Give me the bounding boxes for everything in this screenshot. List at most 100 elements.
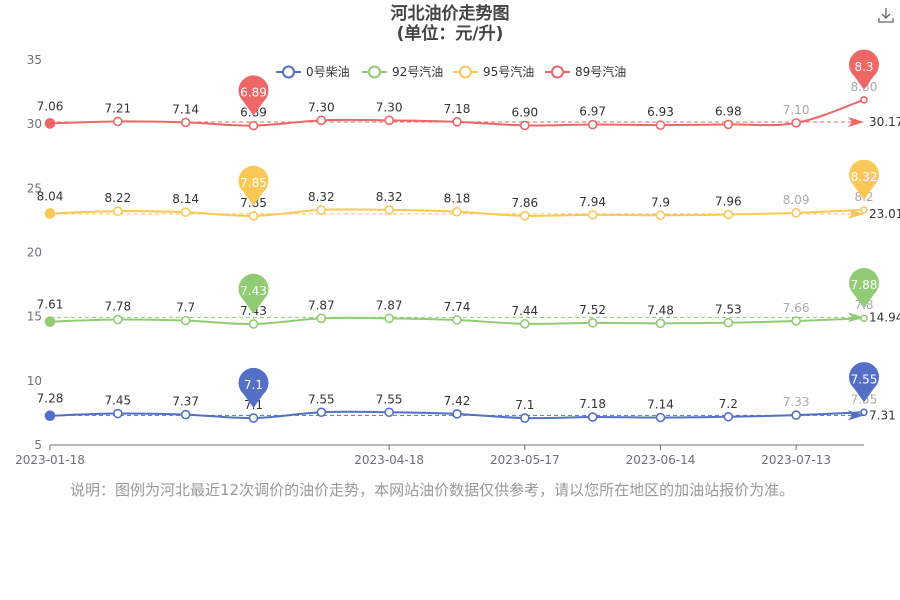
data-label: 7.96 <box>715 195 742 209</box>
y-tick-label: 25 <box>27 181 42 195</box>
data-point <box>248 413 259 423</box>
data-label: 7.9 <box>651 195 670 209</box>
series-layer: 7.31 14.94 23.01 30.17 <box>44 95 900 423</box>
data-point <box>384 205 394 215</box>
data-point <box>248 319 259 329</box>
data-point <box>180 409 191 420</box>
pin-shape <box>238 75 269 116</box>
average-label: 7.31 <box>869 408 896 422</box>
chart-subtitle: (单位：元/升) <box>396 24 504 44</box>
pins-layer: 7.1 7.55 7.43 7.88 7.85 8.32 6.89 8.3 <box>238 49 880 409</box>
data-label: 8.09 <box>783 193 810 207</box>
max-marker: 8.3 <box>849 49 880 90</box>
data-label: 7.78 <box>104 299 131 313</box>
data-label: 7.10 <box>783 103 810 117</box>
data-label: 7.74 <box>444 300 471 314</box>
axes: 5 10 15 20 25 30 35 2023-01-18 2023-04-18 2023-05… <box>15 53 864 467</box>
pin-label: 8.32 <box>851 170 878 184</box>
series-95号汽油: 23.01 <box>44 205 900 221</box>
data-point <box>860 314 868 323</box>
labels-layer: 7.28 7.45 7.37 7.1 7.55 7.55 7.42 7.1 7.18 7.14 7.… <box>37 80 878 412</box>
data-point <box>384 313 394 324</box>
data-point <box>113 408 123 419</box>
data-point <box>180 207 191 218</box>
data-label: 6.93 <box>647 105 674 119</box>
data-label: 7.87 <box>376 298 403 312</box>
series-89号汽油: 30.17 <box>44 95 900 131</box>
legend-item[interactable]: 89号汽油 <box>545 64 626 79</box>
data-point <box>587 318 598 328</box>
data-point <box>384 115 394 126</box>
max-marker: 7.55 <box>849 362 880 403</box>
x-tick-label: 2023-07-13 <box>761 453 831 467</box>
data-label: 7.14 <box>172 102 199 116</box>
average-label: 23.01 <box>869 207 900 221</box>
data-point <box>113 116 123 127</box>
data-point <box>520 413 530 423</box>
legend-label: 0号柴油 <box>306 65 350 79</box>
pin-label: 7.1 <box>244 378 263 392</box>
legend-item[interactable]: 0号柴油 <box>276 65 350 79</box>
x-tick-label: 2023-06-14 <box>626 453 696 467</box>
data-point <box>44 118 56 129</box>
data-label: 7.30 <box>308 100 335 114</box>
data-label: 7.18 <box>579 397 606 411</box>
data-point <box>587 412 598 422</box>
data-label: 7.94 <box>579 195 606 209</box>
legend-marker <box>282 65 295 79</box>
legend-label: 95号汽油 <box>483 64 534 79</box>
data-point <box>520 210 530 221</box>
data-label: 7.30 <box>376 100 403 114</box>
chart-title-main: 河北油价走势图 <box>390 4 510 24</box>
data-label: 8.18 <box>444 192 471 206</box>
data-point <box>791 118 801 128</box>
average-arrow <box>848 312 864 323</box>
data-point <box>860 408 868 417</box>
legend-marker <box>459 65 472 79</box>
data-point <box>723 209 734 220</box>
data-point <box>723 119 734 130</box>
data-point <box>316 407 327 418</box>
data-point <box>452 315 462 325</box>
max-marker: 8.32 <box>849 159 880 200</box>
download-icon[interactable] <box>877 6 895 24</box>
data-label: 7.55 <box>308 392 335 406</box>
data-label: 7.55 <box>376 392 403 406</box>
data-point <box>655 412 666 423</box>
legend-item[interactable]: 92号汽油 <box>362 64 443 79</box>
pin-label: 7.55 <box>851 372 878 386</box>
data-point <box>316 313 327 324</box>
data-label: 7.86 <box>511 196 538 210</box>
data-label: 7.48 <box>647 303 674 317</box>
data-point <box>655 318 666 329</box>
data-label: 7.44 <box>511 304 538 318</box>
pin-label: 7.85 <box>240 176 267 190</box>
data-point <box>791 316 801 326</box>
min-marker: 7.85 <box>238 165 269 206</box>
legend-label: 92号汽油 <box>392 64 443 79</box>
y-tick-label: 20 <box>27 246 42 260</box>
min-marker: 7.1 <box>238 367 269 409</box>
data-label: 7.61 <box>37 298 64 312</box>
y-tick-label: 30 <box>27 117 42 131</box>
data-label: 6.98 <box>715 104 742 118</box>
data-label: 8.22 <box>104 191 131 205</box>
data-label: 8.04 <box>37 189 64 203</box>
pin-label: 6.89 <box>240 86 267 100</box>
y-tick-label: 15 <box>27 310 42 324</box>
data-label: 7.7 <box>176 301 195 315</box>
data-point <box>791 208 801 218</box>
data-label: 7.28 <box>37 392 64 406</box>
data-point <box>180 117 191 128</box>
data-point <box>316 205 327 215</box>
data-label: 7.18 <box>444 102 471 116</box>
data-point <box>452 117 462 127</box>
data-point <box>520 319 530 329</box>
pin-shape <box>238 273 269 314</box>
data-label: 7.37 <box>172 395 199 409</box>
data-point <box>860 206 868 214</box>
data-point <box>587 119 598 130</box>
legend-item[interactable]: 95号汽油 <box>453 64 534 79</box>
data-label: 7.52 <box>579 303 606 317</box>
